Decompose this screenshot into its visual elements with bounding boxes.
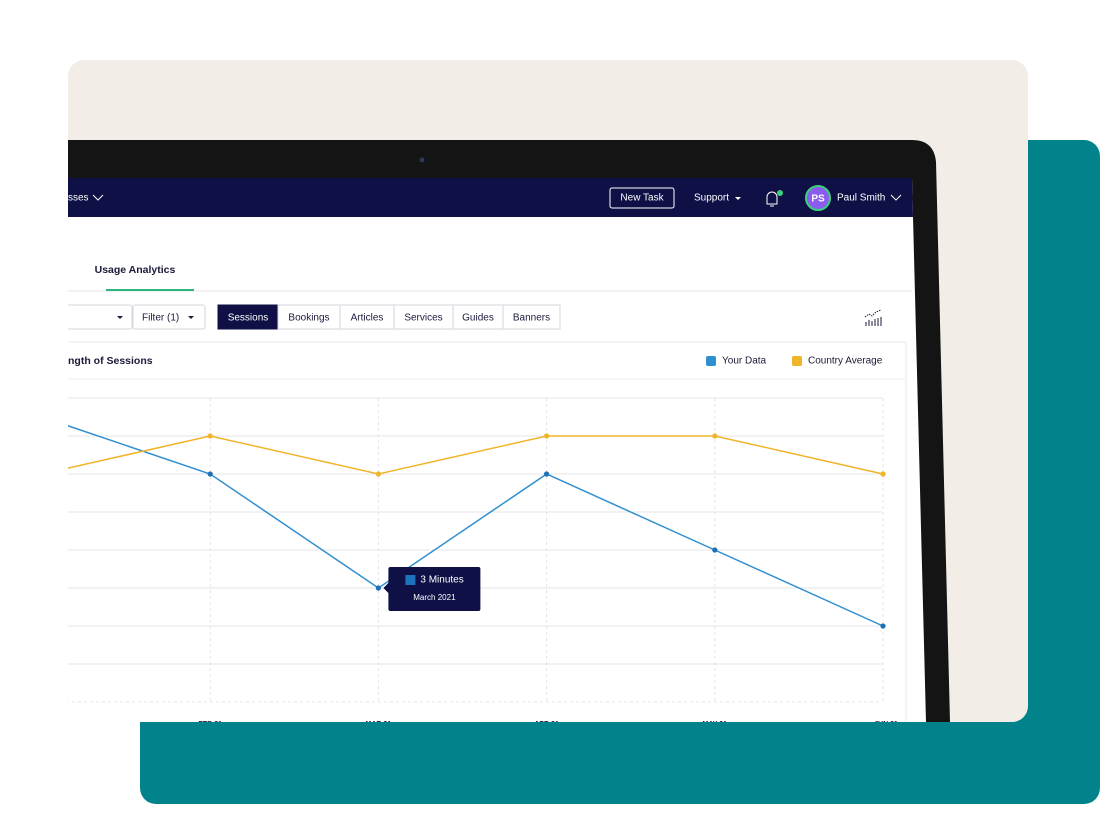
- user-name[interactable]: Paul Smith: [837, 193, 885, 204]
- support-menu[interactable]: Support: [694, 193, 729, 204]
- tooltip-label: 3 Minutes: [420, 575, 463, 586]
- tooltip-pointer: [383, 582, 390, 594]
- notification-dot: [777, 190, 783, 196]
- new-task-button[interactable]: [609, 187, 675, 209]
- tooltip-sublabel: March 2021: [413, 593, 456, 602]
- x-tick-label: MAY 21: [703, 721, 728, 728]
- filter-dropdown[interactable]: [132, 304, 206, 330]
- x-tick-label: APR 21: [534, 721, 559, 728]
- data-point: [544, 433, 550, 439]
- new-task-label[interactable]: New Task: [620, 193, 664, 204]
- segment-label[interactable]: Bookings: [288, 313, 329, 324]
- x-tick-label: JUN 21: [874, 721, 898, 728]
- legend-swatch: [706, 356, 716, 366]
- data-point: [39, 414, 44, 419]
- segment-button[interactable]: [502, 304, 561, 330]
- avatar[interactable]: [805, 185, 831, 211]
- segment-label[interactable]: Sessions: [228, 313, 269, 324]
- data-point: [544, 471, 550, 477]
- data-point: [207, 471, 213, 477]
- chevron: [890, 194, 902, 201]
- legend-label: Country Average: [808, 356, 883, 367]
- chart-icon[interactable]: [864, 309, 882, 326]
- dropdown[interactable]: [50, 304, 133, 330]
- camera: [419, 157, 425, 163]
- data-point: [880, 623, 886, 629]
- data-point: [712, 547, 718, 553]
- chart-card: [68, 341, 907, 722]
- nav-menu[interactable]: sses: [68, 193, 89, 204]
- segment-label[interactable]: Services: [404, 313, 442, 324]
- segment-label[interactable]: Articles: [351, 313, 384, 324]
- legend-label: Your Data: [722, 356, 767, 367]
- caret: [188, 316, 194, 319]
- data-point: [207, 433, 213, 439]
- navbar: [68, 178, 926, 217]
- data-point: [712, 433, 718, 439]
- segment-label[interactable]: Banners: [513, 313, 550, 324]
- segment-label[interactable]: Guides: [462, 313, 494, 324]
- tab[interactable]: Usage Analytics: [95, 264, 176, 276]
- filter-label[interactable]: Filter (1): [142, 313, 179, 324]
- avatar-initials: PS: [811, 194, 825, 205]
- screen: sses New Task Support PS Paul Smith Usag…: [39, 178, 926, 728]
- legend-swatch: [792, 356, 802, 366]
- tab-underline: [106, 289, 194, 291]
- data-point: [375, 471, 381, 477]
- bell-icon[interactable]: [766, 191, 778, 207]
- chart-title: ngth of Sessions: [68, 355, 153, 367]
- segment-button[interactable]: [339, 304, 395, 330]
- data-point: [880, 471, 886, 477]
- data-point: [375, 585, 381, 591]
- tooltip-swatch: [405, 575, 416, 585]
- x-tick-label: FEB 21: [198, 721, 222, 728]
- chevron: [92, 194, 104, 201]
- segment-button[interactable]: [452, 304, 504, 330]
- x-tick-label: MAR 21: [366, 721, 392, 728]
- tooltip: [388, 567, 481, 611]
- caret: [117, 316, 123, 319]
- series-line: [68, 435, 884, 475]
- series-line: [68, 416, 884, 627]
- caret: [735, 197, 741, 200]
- data-point: [39, 471, 44, 476]
